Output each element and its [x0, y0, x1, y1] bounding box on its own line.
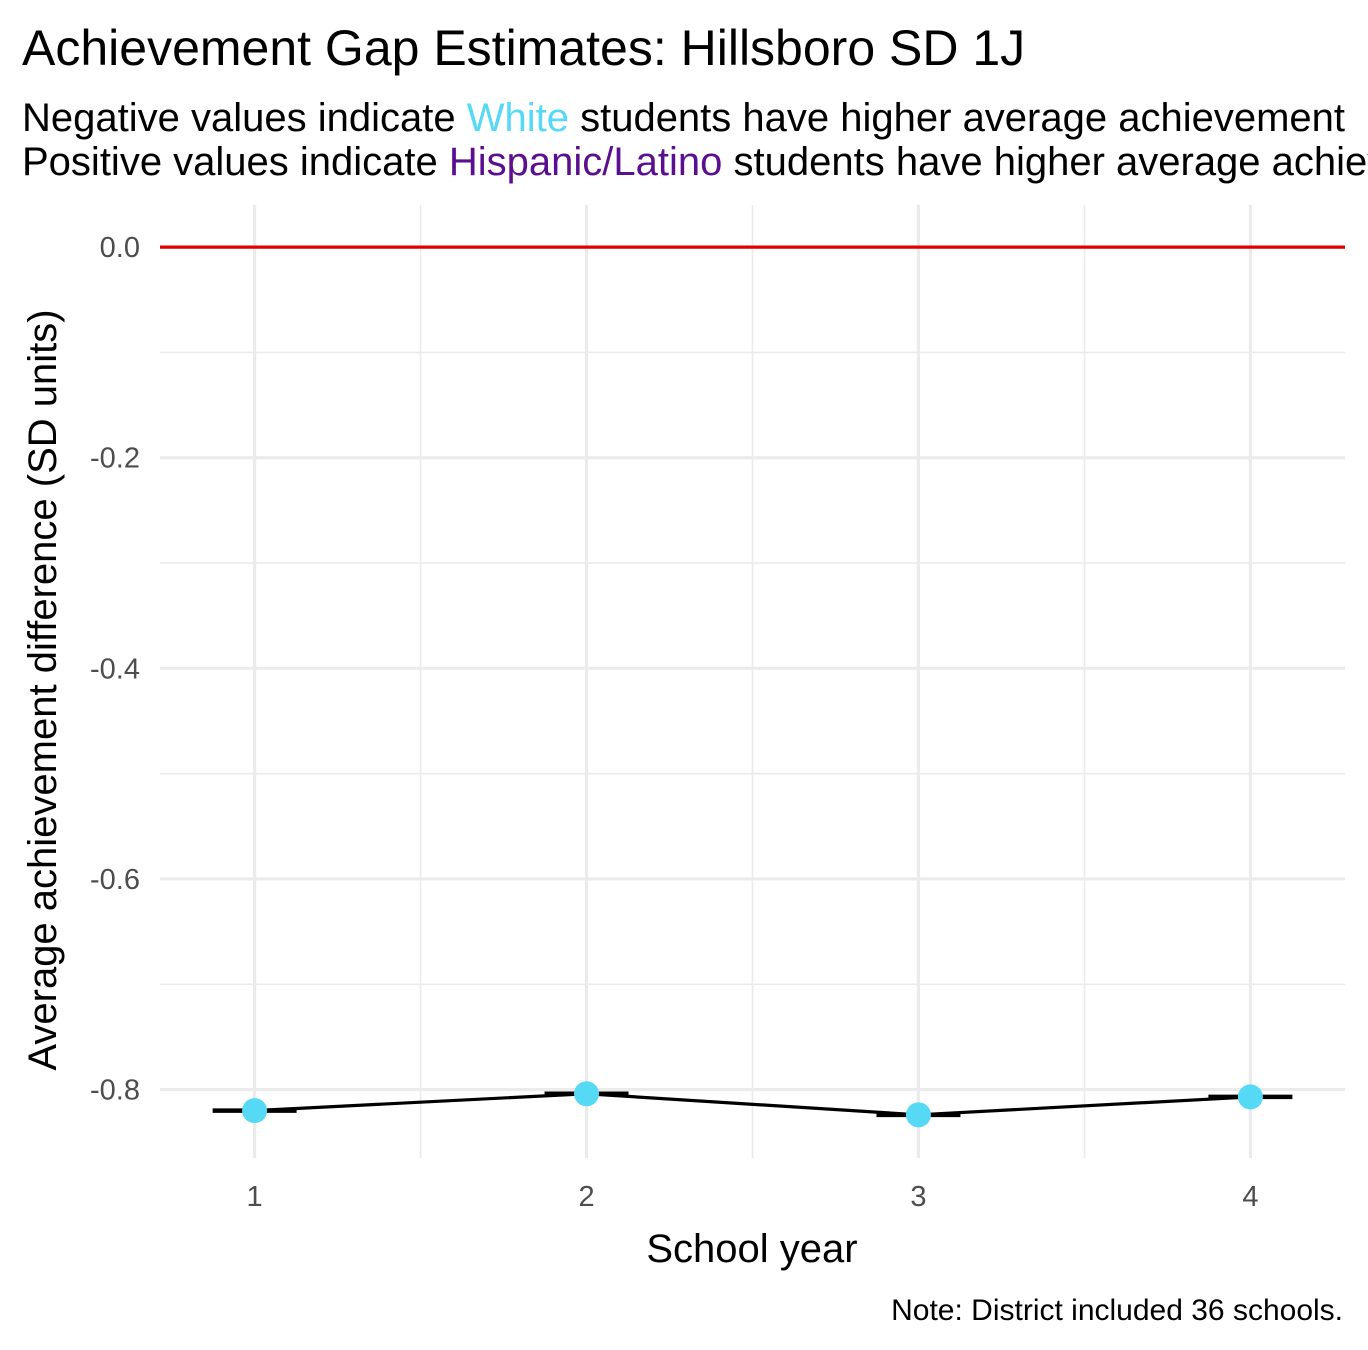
data-point	[905, 1102, 931, 1128]
subtitle-1-prefix: Negative values indicate	[22, 96, 467, 140]
subtitle-white-highlight: White	[467, 96, 569, 140]
x-tick-label: 2	[578, 1181, 594, 1213]
data-point	[242, 1098, 268, 1124]
data-point	[574, 1081, 600, 1107]
x-axis-title: School year	[646, 1227, 857, 1271]
gridlines	[160, 205, 1345, 1158]
y-axis-title: Average achievement difference (SD units…	[21, 309, 65, 1070]
chart-subtitle-line-2: Positive values indicate Hispanic/Latino…	[22, 140, 1368, 184]
subtitle-hispanic-highlight: Hispanic/Latino	[449, 140, 723, 184]
chart-title: Achievement Gap Estimates: Hillsboro SD …	[22, 20, 1025, 76]
data-points	[242, 1081, 1263, 1128]
y-tick-label: -0.2	[90, 443, 140, 475]
y-axis-ticks: 0.0 -0.2 -0.4 -0.6 -0.8	[90, 232, 140, 1106]
subtitle-1-suffix: students have higher average achievement	[569, 96, 1345, 140]
series-line	[254, 1092, 1251, 1117]
y-tick-label: 0.0	[100, 232, 140, 264]
x-tick-label: 3	[910, 1181, 926, 1213]
caption-note: Note: District included 36 schools.	[891, 1294, 1343, 1327]
y-tick-label: -0.6	[90, 864, 140, 896]
x-tick-label: 4	[1242, 1181, 1258, 1213]
data-point	[1237, 1084, 1263, 1110]
y-tick-label: -0.4	[90, 653, 140, 685]
subtitle-2-suffix: students have higher average achievement	[722, 140, 1368, 184]
x-tick-label: 1	[247, 1181, 263, 1213]
chart-subtitle-line-1: Negative values indicate White students …	[22, 96, 1345, 140]
subtitle-2-prefix: Positive values indicate	[22, 140, 449, 184]
y-tick-label: -0.8	[90, 1075, 140, 1107]
x-axis-ticks: 1 2 3 4	[247, 1181, 1259, 1213]
